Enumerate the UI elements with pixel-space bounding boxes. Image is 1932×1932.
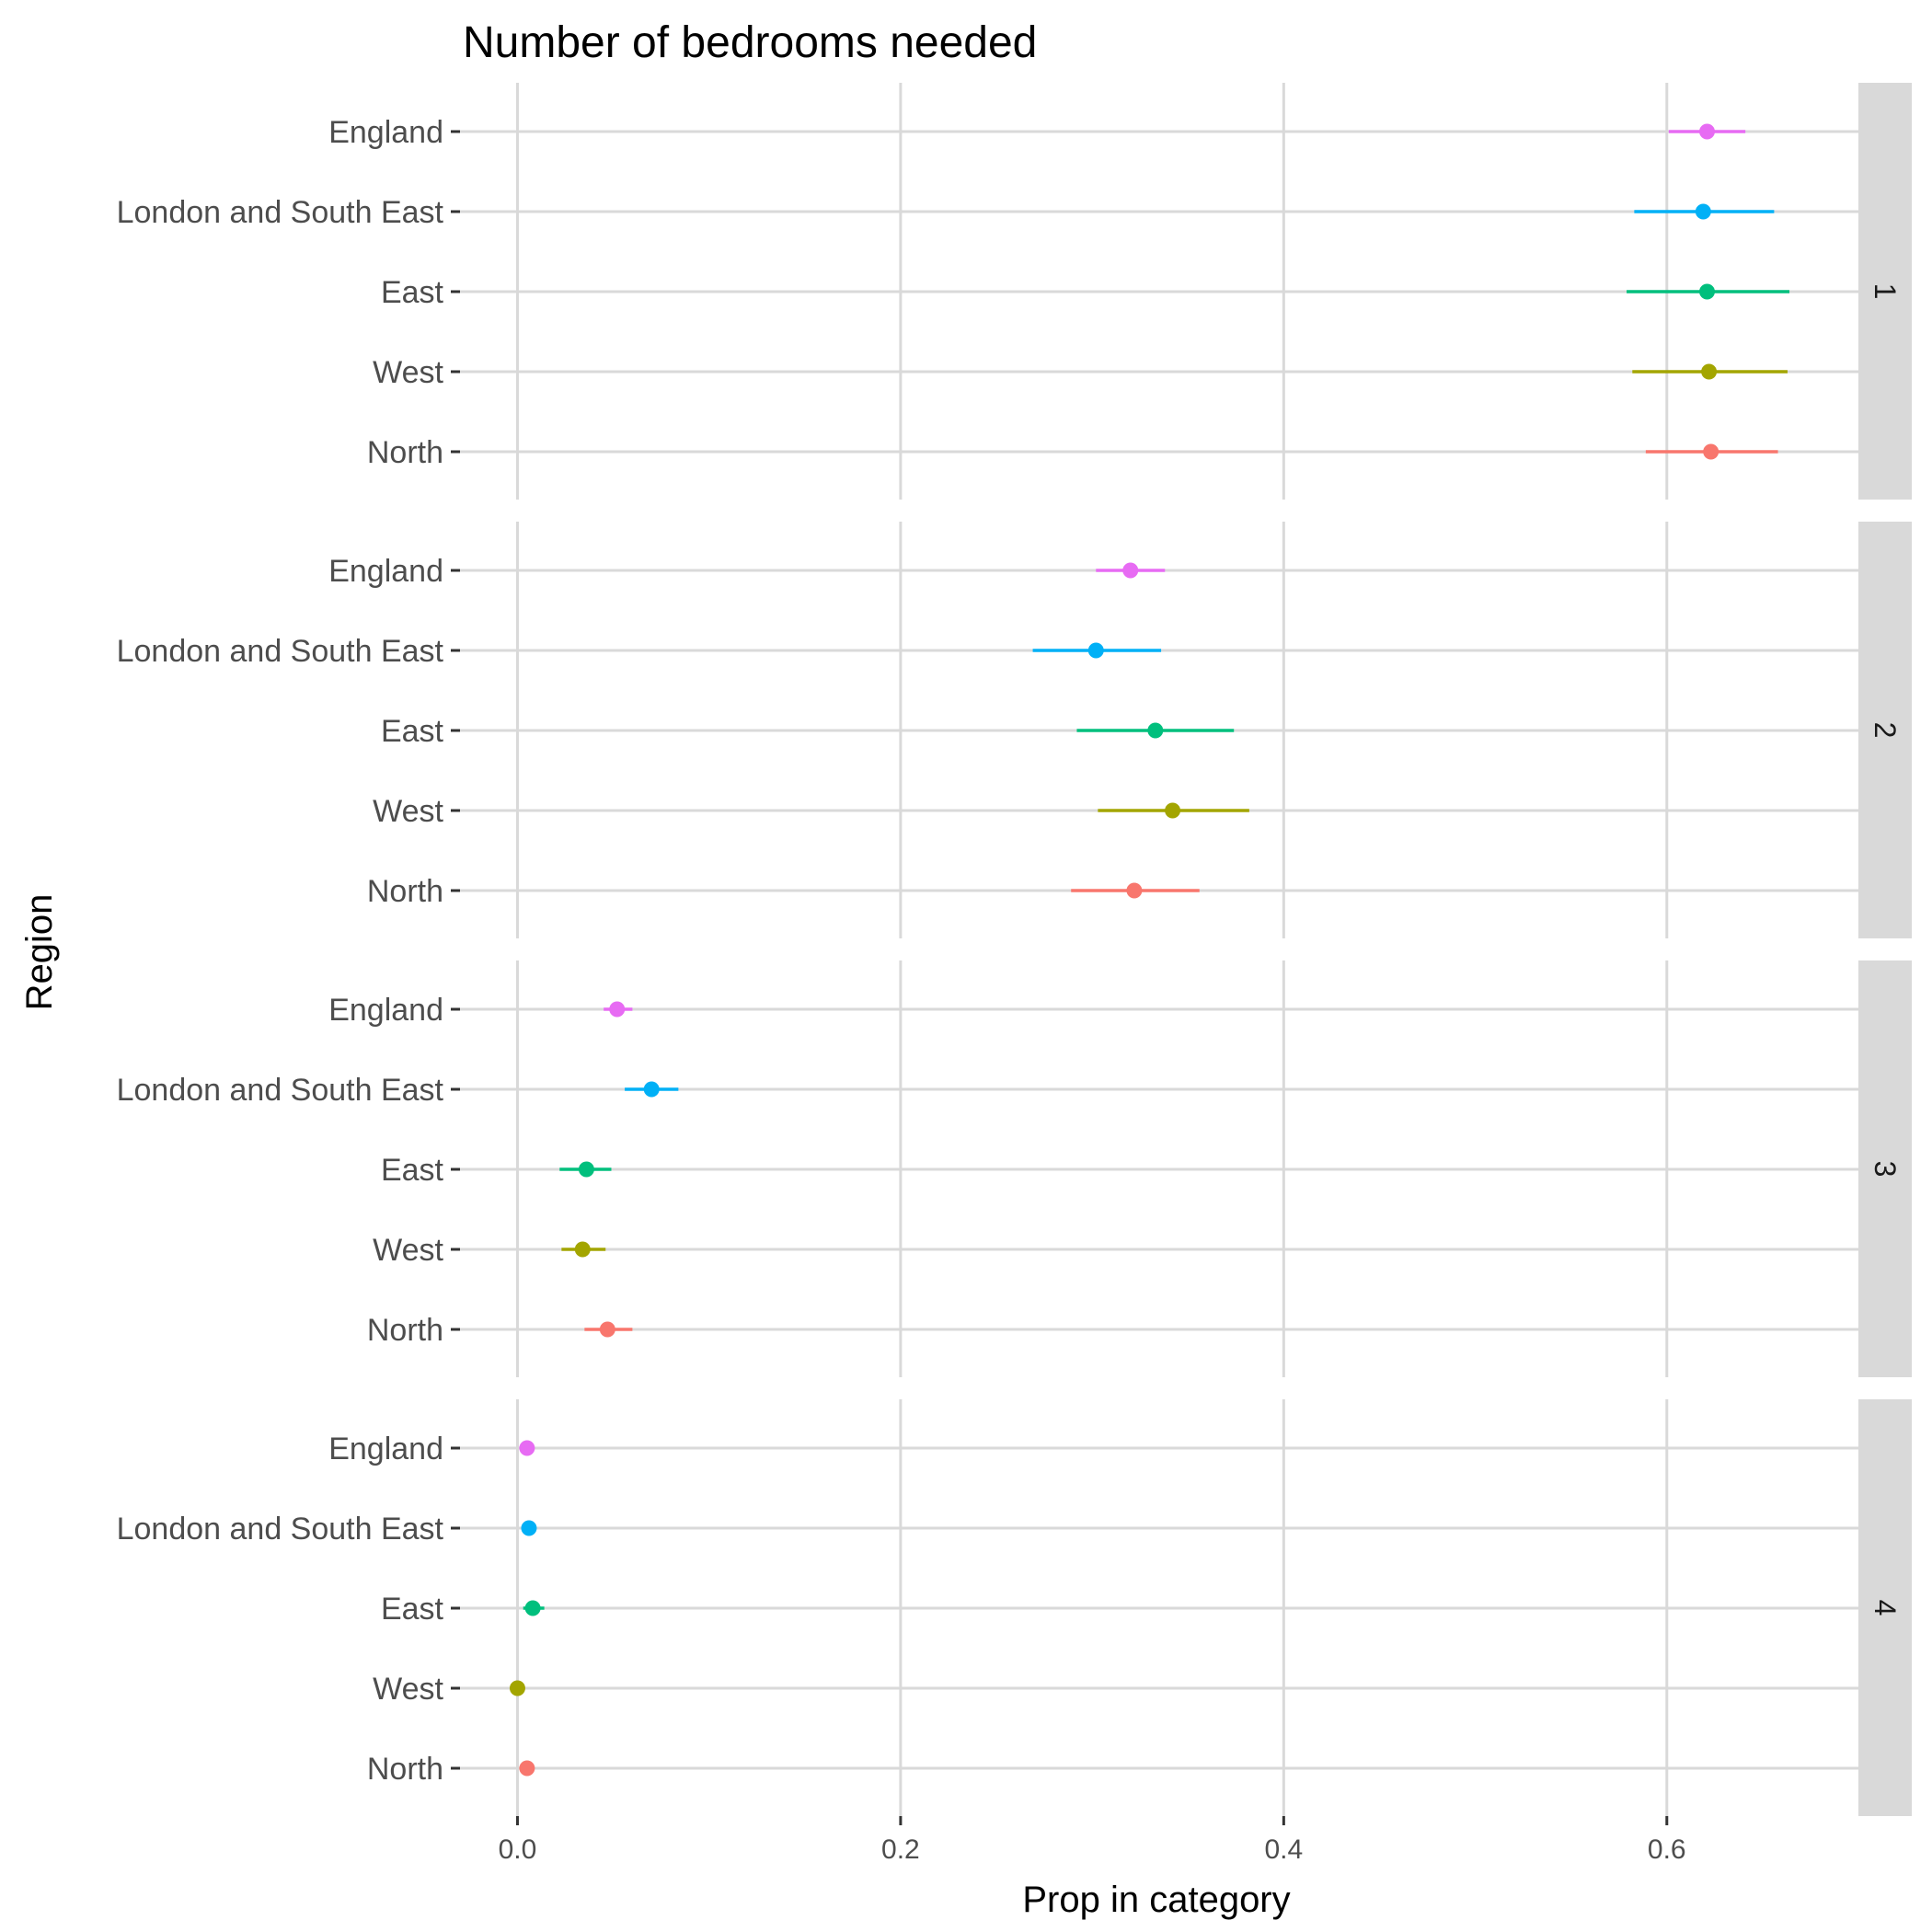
y-tick-label: London and South East bbox=[117, 195, 444, 230]
data-point bbox=[1695, 203, 1711, 220]
facet-panel-2: England London and South East East West Nort… bbox=[117, 522, 1912, 938]
data-point bbox=[1165, 802, 1181, 819]
facet-strip-label: 1 bbox=[1869, 283, 1902, 300]
y-tick-label: West bbox=[373, 794, 443, 829]
data-point bbox=[1701, 363, 1718, 380]
y-tick-label: East bbox=[381, 1592, 444, 1627]
data-point bbox=[519, 1440, 535, 1456]
y-tick-label: North bbox=[367, 435, 443, 470]
y-axis-title: Region bbox=[19, 894, 60, 1011]
data-point bbox=[1699, 123, 1716, 140]
y-tick-label: England bbox=[328, 554, 443, 589]
facet-strip-label: 3 bbox=[1869, 1161, 1902, 1178]
y-tick-label: North bbox=[367, 874, 443, 909]
data-point bbox=[1126, 882, 1143, 899]
data-point bbox=[574, 1241, 591, 1258]
y-tick-label: London and South East bbox=[117, 1512, 444, 1547]
data-point bbox=[1122, 562, 1139, 579]
x-tick-label: 0.6 bbox=[1648, 1834, 1686, 1865]
y-tick-label: North bbox=[367, 1752, 443, 1787]
facet-panel-4: England London and South East East West Nort… bbox=[117, 1399, 1912, 1816]
data-point bbox=[519, 1760, 535, 1777]
facet-strip bbox=[1858, 522, 1912, 938]
data-point bbox=[509, 1680, 525, 1696]
y-tick-label: East bbox=[381, 1153, 444, 1188]
y-tick-label: East bbox=[381, 714, 444, 749]
facet-panels: England London and South East East West Nort… bbox=[117, 83, 1912, 1816]
facet-panel-3: England London and South East East West Nort… bbox=[117, 960, 1912, 1377]
y-tick-label: England bbox=[328, 1432, 443, 1466]
data-point bbox=[599, 1321, 615, 1338]
facet-strip bbox=[1858, 83, 1912, 500]
data-point bbox=[578, 1161, 594, 1178]
data-point bbox=[1699, 283, 1716, 300]
y-tick-label: London and South East bbox=[117, 1073, 444, 1108]
y-tick-label: London and South East bbox=[117, 634, 444, 669]
facet-strip-label: 4 bbox=[1869, 1600, 1902, 1616]
x-axis: 0.0 0.2 0.4 0.6 bbox=[499, 1816, 1686, 1865]
chart-title: Number of bedrooms needed bbox=[463, 18, 1037, 67]
y-tick-label: England bbox=[328, 993, 443, 1028]
y-tick-label: North bbox=[367, 1313, 443, 1348]
y-tick-label: West bbox=[373, 1233, 443, 1268]
data-point bbox=[524, 1600, 541, 1616]
x-tick-label: 0.0 bbox=[499, 1834, 537, 1865]
x-tick-label: 0.4 bbox=[1264, 1834, 1303, 1865]
x-axis-title: Prop in category bbox=[1022, 1880, 1290, 1920]
y-tick-label: East bbox=[381, 275, 444, 310]
facet-strip bbox=[1858, 960, 1912, 1377]
data-point bbox=[1087, 642, 1104, 659]
facet-strip-label: 2 bbox=[1869, 722, 1902, 739]
data-point bbox=[1703, 443, 1719, 460]
data-point bbox=[521, 1520, 537, 1536]
facet-strip bbox=[1858, 1399, 1912, 1816]
data-point bbox=[643, 1081, 660, 1098]
data-point bbox=[609, 1001, 626, 1018]
x-tick-label: 0.2 bbox=[881, 1834, 920, 1865]
y-tick-label: West bbox=[373, 1672, 443, 1707]
y-tick-label: England bbox=[328, 115, 443, 150]
facet-panel-1: England London and South East East West Nort… bbox=[117, 83, 1912, 500]
y-tick-label: West bbox=[373, 355, 443, 390]
data-point bbox=[1147, 722, 1164, 739]
